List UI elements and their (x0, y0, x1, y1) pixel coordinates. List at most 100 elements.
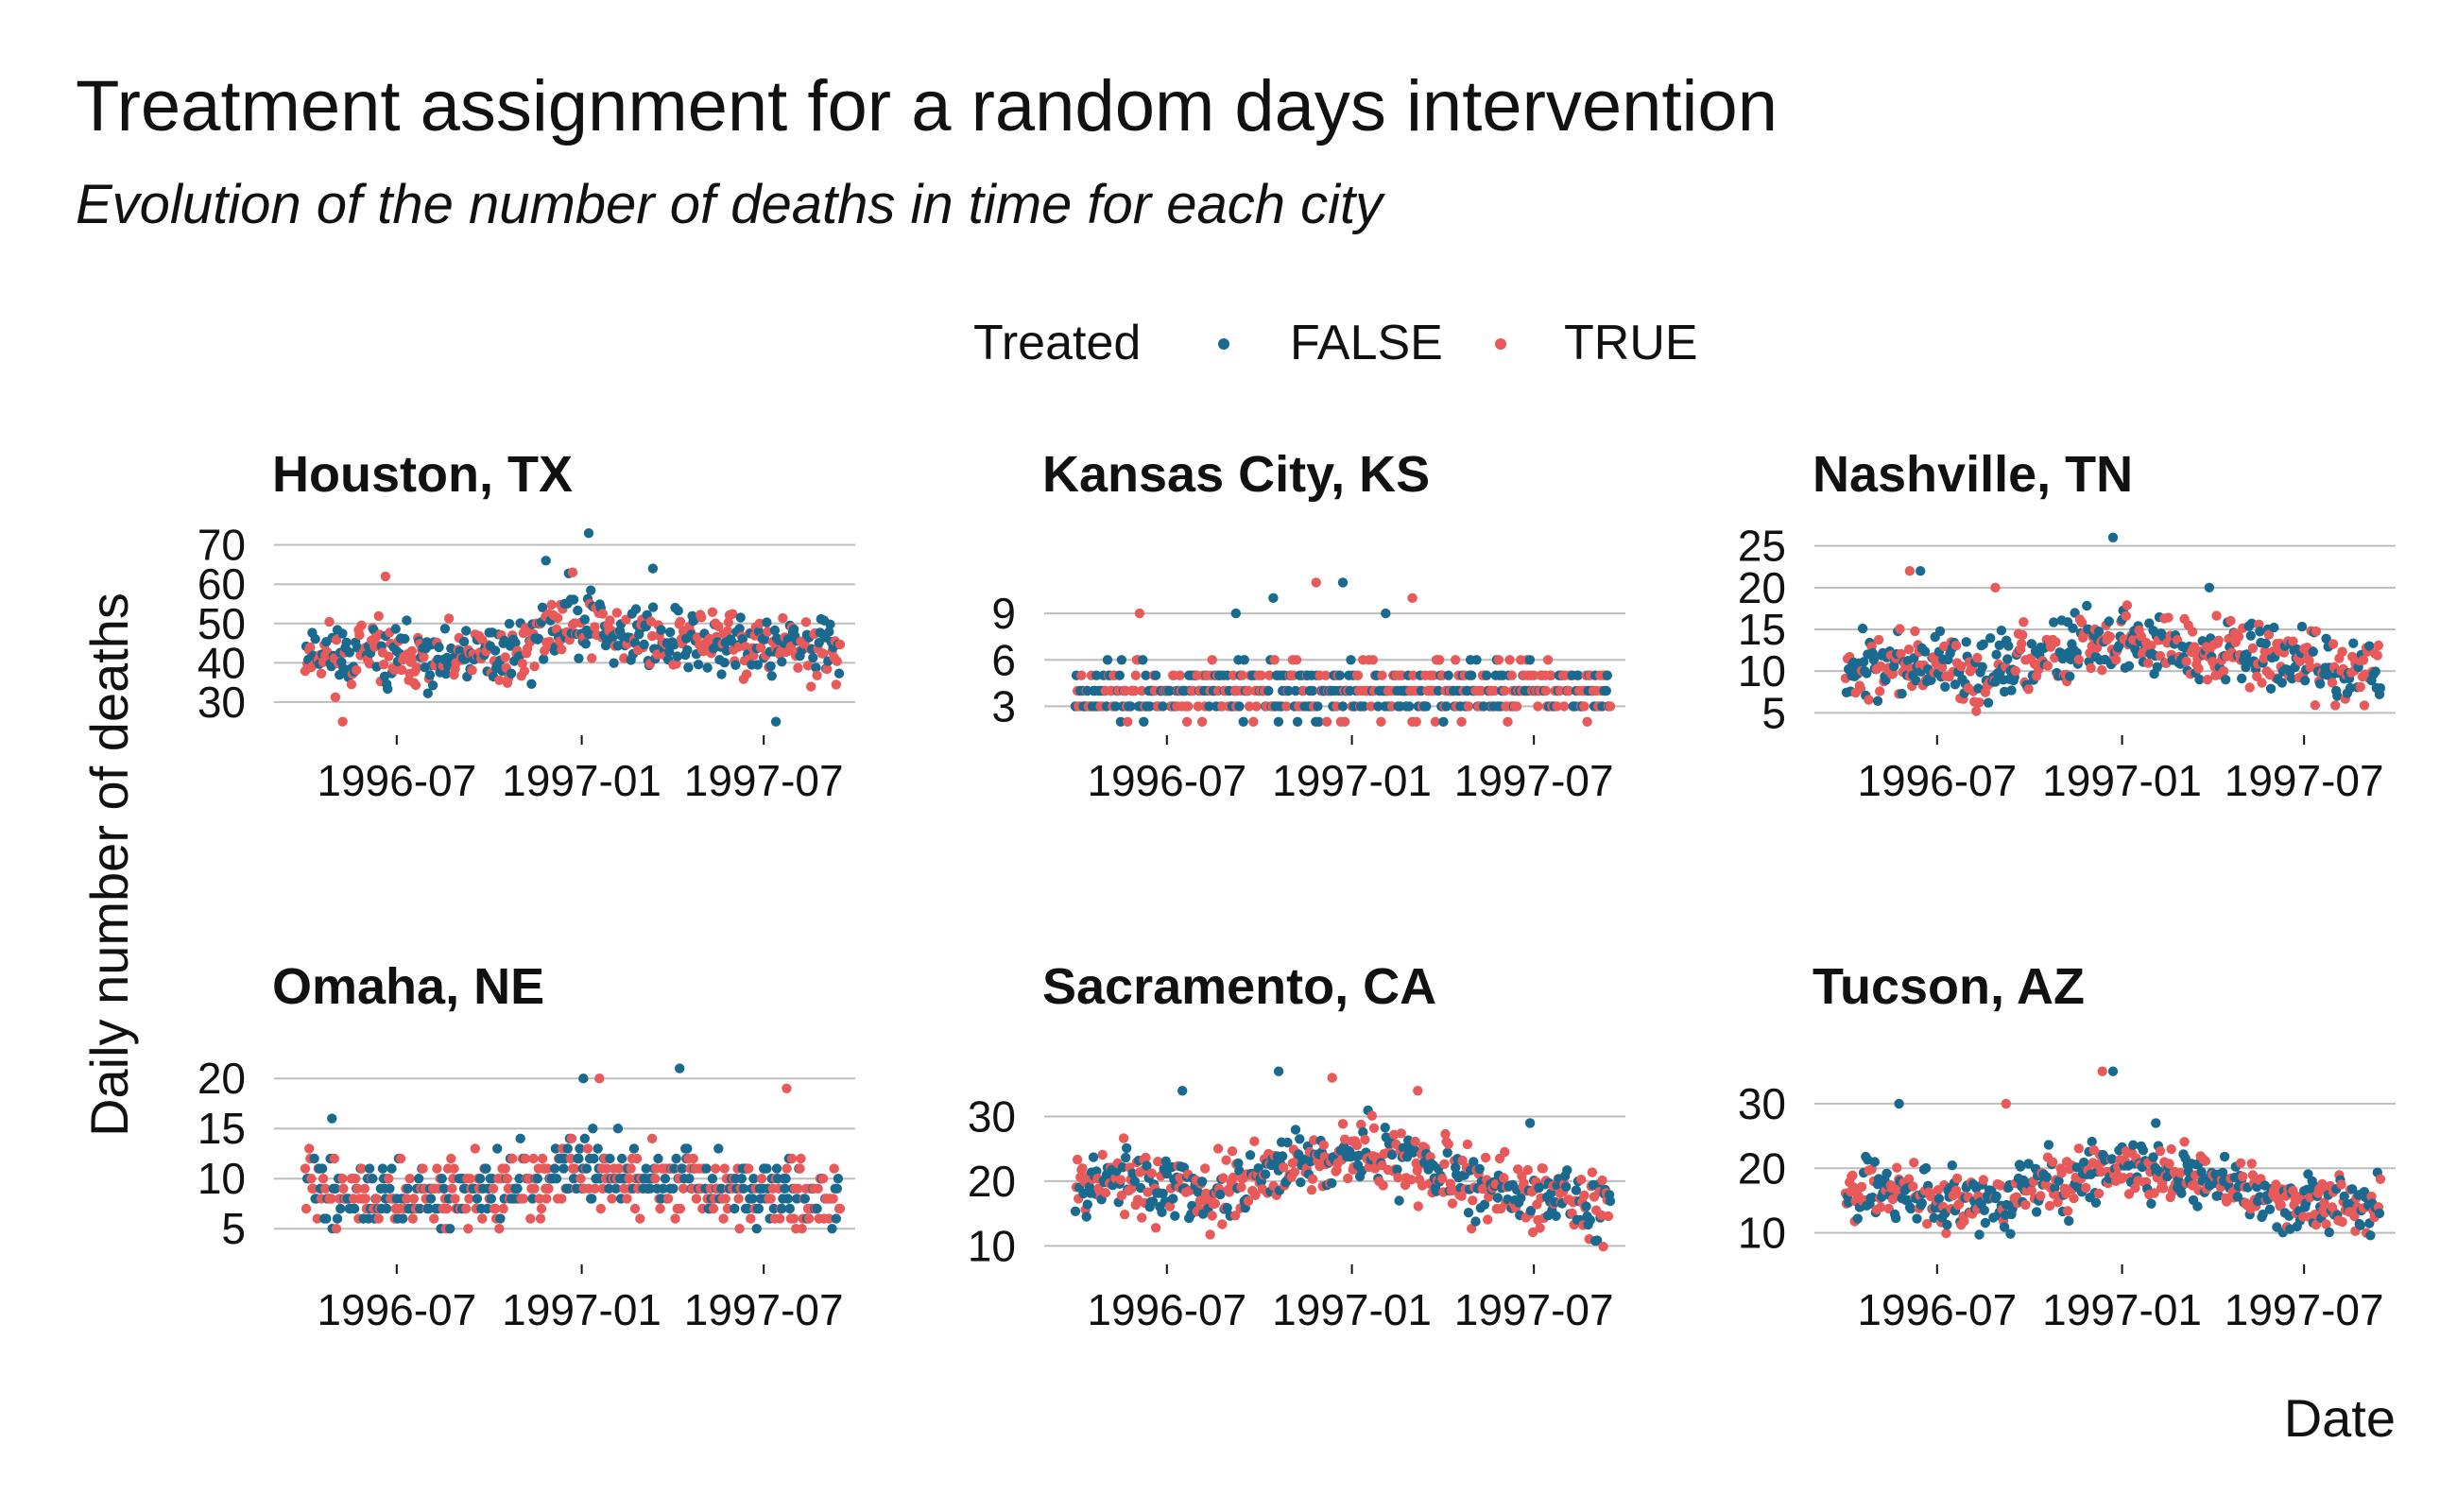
point-treated (1922, 1218, 1933, 1229)
facet-title: Kansas City, KS (1042, 446, 1430, 503)
point-untreated (644, 1183, 656, 1194)
point-treated (1511, 701, 1522, 712)
point-untreated (1314, 716, 1324, 727)
point-untreated (673, 606, 683, 616)
point-untreated (1433, 685, 1444, 696)
point-untreated (833, 1174, 844, 1184)
point-treated (1137, 685, 1147, 696)
point-treated (646, 1133, 658, 1144)
point-treated (464, 1194, 474, 1204)
point-untreated (1894, 1098, 1904, 1109)
point-untreated (330, 1183, 341, 1194)
point-untreated (438, 1183, 449, 1194)
point-treated (2225, 615, 2236, 627)
point-untreated (1470, 1216, 1481, 1227)
point-untreated (1158, 701, 1168, 712)
point-treated (396, 664, 407, 676)
point-treated (744, 1163, 754, 1174)
point-treated (795, 1163, 805, 1174)
point-untreated (549, 1163, 560, 1174)
point-untreated (1525, 1206, 1537, 1216)
point-untreated (1862, 668, 1872, 679)
point-treated (1318, 1140, 1330, 1150)
point-untreated (1891, 1212, 1901, 1224)
point-treated (688, 1153, 698, 1164)
point-treated (1137, 1212, 1147, 1223)
point-treated (1291, 655, 1302, 665)
point-untreated (1147, 1196, 1159, 1207)
point-treated (2123, 1189, 2135, 1199)
point-untreated (609, 658, 619, 668)
point-treated (1605, 701, 1616, 712)
point-untreated (551, 1174, 562, 1184)
facet-panel: Sacramento, CA 10 20 30 1996-07 1997-01 1997-0… (968, 958, 1625, 1334)
y-tick-label: 20 (968, 1157, 1016, 1206)
point-untreated (568, 1174, 579, 1184)
point-treated (1228, 1172, 1239, 1183)
point-untreated (1091, 1166, 1102, 1177)
point-treated (305, 642, 316, 653)
point-treated (569, 1163, 580, 1174)
point-treated (1506, 670, 1518, 680)
point-untreated (1933, 1194, 1945, 1204)
point-treated (1153, 1157, 1163, 1167)
point-treated (477, 1213, 488, 1224)
point-untreated (1940, 681, 1950, 692)
point-treated (1130, 670, 1142, 680)
point-untreated (422, 688, 433, 698)
point-treated (817, 1174, 829, 1184)
point-treated (352, 664, 362, 676)
facet-panel: Kansas City, KS 369 1996-07 1997-01 1997-07 (991, 446, 1625, 805)
point-treated (696, 612, 707, 623)
point-untreated (770, 716, 782, 727)
point-treated (461, 1203, 472, 1214)
point-untreated (588, 1124, 598, 1134)
y-tick-label: 15 (198, 1104, 246, 1153)
point-untreated (587, 1194, 597, 1204)
point-untreated (1283, 685, 1294, 696)
point-treated (2187, 627, 2198, 637)
point-treated (2218, 665, 2229, 677)
point-treated (1150, 1223, 1161, 1233)
x-tick-label: 1997-07 (2225, 756, 2384, 805)
point-untreated (1469, 1157, 1479, 1167)
point-untreated (832, 1183, 842, 1194)
point-treated (803, 1213, 815, 1224)
point-untreated (1170, 1211, 1180, 1221)
point-treated (543, 1183, 554, 1194)
point-untreated (349, 1203, 360, 1214)
point-treated (828, 1194, 838, 1204)
legend-title: Treated (973, 316, 1141, 370)
point-treated (629, 1203, 641, 1214)
point-treated (602, 1163, 612, 1174)
point-treated (631, 1153, 643, 1164)
point-treated (2213, 635, 2224, 645)
point-treated (338, 1183, 349, 1194)
point-treated (782, 1163, 792, 1174)
point-treated (1236, 1182, 1246, 1193)
point-untreated (1273, 716, 1284, 727)
point-untreated (1912, 1213, 1922, 1224)
point-untreated (337, 628, 348, 639)
point-untreated (2138, 1145, 2149, 1156)
point-treated (2097, 1066, 2107, 1076)
point-treated (519, 665, 530, 677)
point-untreated (675, 1063, 685, 1074)
point-treated (1552, 701, 1562, 712)
point-untreated (321, 1213, 332, 1224)
point-untreated (1204, 701, 1214, 712)
point-untreated (1991, 1191, 2002, 1202)
point-untreated (2277, 678, 2287, 688)
point-treated (2246, 1159, 2257, 1169)
point-treated (793, 662, 803, 673)
point-treated (1164, 1201, 1176, 1211)
x-tick-label: 1997-07 (1454, 756, 1614, 805)
point-treated (537, 1153, 548, 1164)
point-untreated (1215, 1189, 1226, 1200)
point-untreated (669, 640, 679, 650)
point-treated (829, 1163, 839, 1174)
point-treated (1366, 1110, 1378, 1121)
point-untreated (437, 1174, 447, 1184)
point-untreated (701, 1163, 712, 1174)
point-untreated (562, 1143, 573, 1154)
